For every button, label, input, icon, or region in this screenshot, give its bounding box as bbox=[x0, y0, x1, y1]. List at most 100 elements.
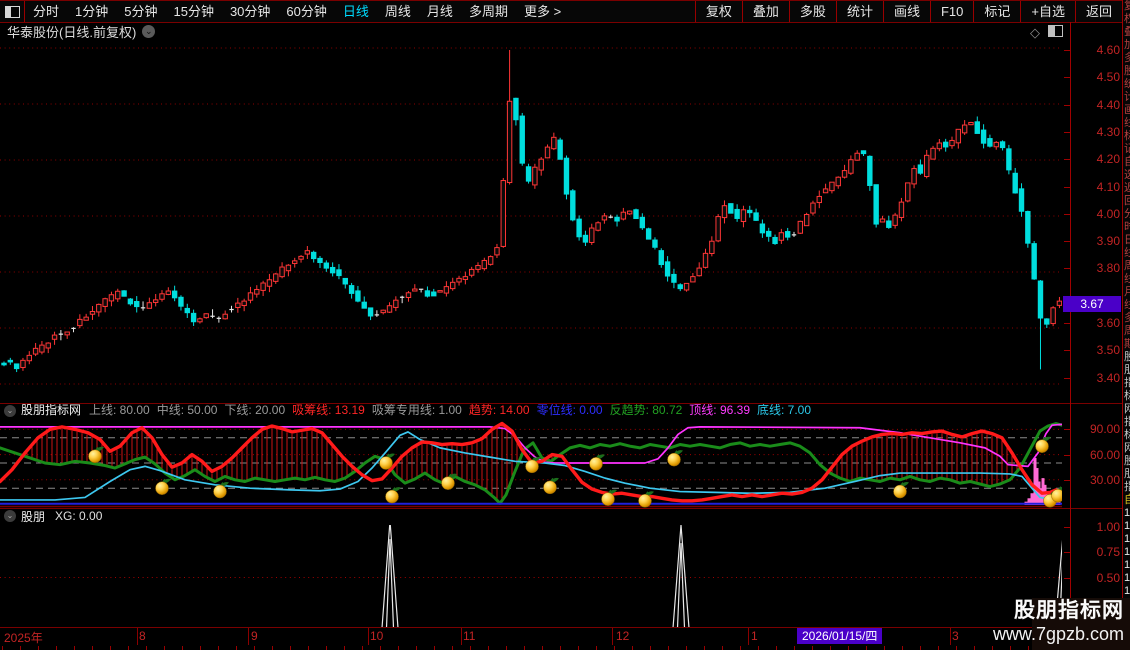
split-view-icon[interactable] bbox=[1048, 24, 1063, 42]
minor-tick bbox=[38, 646, 39, 650]
clipped-glyph: 权 bbox=[1124, 13, 1130, 26]
month-boundary bbox=[748, 628, 749, 645]
toolbar-item-标记[interactable]: 标记 bbox=[973, 1, 1020, 22]
toolbar-item-日线[interactable]: 日线 bbox=[342, 4, 369, 19]
clipped-glyph: 计 bbox=[1124, 91, 1130, 104]
clipped-glyph: 1 bbox=[1124, 520, 1130, 532]
minor-tick bbox=[884, 646, 885, 650]
axis-tick bbox=[1064, 241, 1070, 243]
chevron-down-icon[interactable]: ⌄ bbox=[142, 24, 156, 38]
collapse-icon[interactable]: ⌄ bbox=[4, 510, 16, 522]
clipped-glyph: 朋 bbox=[1124, 468, 1130, 481]
indicator-name[interactable]: 股朋指标网 bbox=[21, 404, 82, 417]
month-boundary bbox=[950, 628, 951, 645]
minor-tick bbox=[758, 646, 759, 650]
indicator-axis-label: 30.00 bbox=[1089, 472, 1120, 487]
clipped-glyph: 自 bbox=[1124, 494, 1130, 507]
toolbar-item-15分钟[interactable]: 15分钟 bbox=[173, 4, 214, 19]
price-axis-label: 4.00 bbox=[1096, 206, 1120, 221]
xg-signal-chart[interactable] bbox=[0, 525, 1062, 627]
crosshair-date-badge: 2026/01/15/四 bbox=[797, 628, 883, 644]
toolbar-item-5分钟[interactable]: 5分钟 bbox=[124, 4, 158, 19]
month-boundary bbox=[248, 628, 249, 645]
toolbar-item-F10[interactable]: F10 bbox=[929, 1, 973, 22]
minor-tick bbox=[848, 646, 849, 650]
toolbar-item-分时[interactable]: 分时 bbox=[33, 4, 60, 19]
minor-tick bbox=[20, 646, 21, 650]
toolbar-item-画线[interactable]: 画线 bbox=[882, 1, 930, 22]
xg-panel-name[interactable]: 股朋 bbox=[21, 509, 46, 524]
minor-tick bbox=[92, 646, 93, 650]
toolbar-item-60分钟[interactable]: 60分钟 bbox=[286, 4, 327, 19]
toolbar-item-周线[interactable]: 周线 bbox=[384, 4, 411, 19]
minor-tick bbox=[470, 646, 471, 650]
indicator-field: 吸筹线: 13.19 bbox=[292, 404, 365, 417]
axis-line bbox=[1070, 22, 1071, 650]
toolbar-item-1分钟[interactable]: 1分钟 bbox=[75, 4, 109, 19]
price-axis-label: 3.80 bbox=[1096, 261, 1120, 276]
clipped-glyph: 线 bbox=[1124, 299, 1130, 312]
minor-tick bbox=[776, 646, 777, 650]
stock-title[interactable]: 华泰股份(日线.前复权) bbox=[7, 24, 137, 40]
tools-menu: 复权 叠加 多股 统计 画线 F10 标记 +自选 返回 bbox=[694, 1, 1122, 22]
collapse-icon[interactable]: ⌄ bbox=[4, 404, 16, 417]
clipped-glyph: 复 bbox=[1124, 0, 1130, 13]
clipped-glyph: 多 bbox=[1124, 52, 1130, 65]
clipped-glyph: 股 bbox=[1124, 455, 1130, 468]
clipped-glyph: 月 bbox=[1124, 286, 1130, 299]
watermark: 股朋指标网 www.7gpzb.com bbox=[985, 598, 1130, 650]
date-axis-label: 1 bbox=[751, 629, 758, 643]
clipped-glyph: 周 bbox=[1124, 260, 1130, 273]
month-boundary bbox=[137, 628, 138, 645]
toolbar-item-多股[interactable]: 多股 bbox=[788, 1, 836, 22]
indicator-field: 趋势: 14.00 bbox=[468, 404, 530, 417]
minor-tick bbox=[614, 646, 615, 650]
toolbar-item-30分钟[interactable]: 30分钟 bbox=[229, 4, 271, 19]
minor-tick bbox=[416, 646, 417, 650]
toolbar-item-叠加[interactable]: 叠加 bbox=[741, 1, 789, 22]
axis-tick bbox=[1064, 454, 1070, 456]
toolbar-item-+自选[interactable]: +自选 bbox=[1020, 1, 1075, 22]
clipped-glyph: 画 bbox=[1124, 104, 1130, 117]
clipped-glyph: 期 bbox=[1124, 338, 1130, 351]
toolbar-item-复权[interactable]: 复权 bbox=[694, 1, 742, 22]
clipped-glyph: 1 bbox=[1124, 572, 1130, 584]
clipped-glyph: 1 bbox=[1124, 507, 1130, 519]
indicator-panel-chart[interactable] bbox=[0, 417, 1062, 508]
title-right-icons: ◇ bbox=[1030, 24, 1063, 42]
minor-tick bbox=[380, 646, 381, 650]
indicator-field: 中线: 50.00 bbox=[156, 404, 218, 417]
toolbar-item-统计[interactable]: 统计 bbox=[835, 1, 883, 22]
minor-tick bbox=[236, 646, 237, 650]
date-axis[interactable]: 2025年 8 9 10 11 12 1 2026/01/15/四 3 bbox=[0, 628, 1062, 645]
toolbar-item-更多 >[interactable]: 更多 > bbox=[523, 4, 562, 19]
window-split-icon[interactable] bbox=[0, 1, 25, 22]
xg-axis-label: 0.50 bbox=[1096, 570, 1120, 585]
toolbar-item-多周期[interactable]: 多周期 bbox=[468, 4, 508, 19]
minor-tick bbox=[398, 646, 399, 650]
minor-tick bbox=[488, 646, 489, 650]
minor-tick bbox=[2, 646, 3, 650]
clipped-glyph: 朋 bbox=[1124, 364, 1130, 377]
price-axis-label: 4.30 bbox=[1096, 124, 1120, 139]
date-axis-label: 12 bbox=[616, 629, 630, 643]
minor-tick bbox=[146, 646, 147, 650]
minor-tick bbox=[632, 646, 633, 650]
main-candlestick-chart[interactable] bbox=[0, 40, 1062, 403]
diamond-icon[interactable]: ◇ bbox=[1030, 25, 1040, 40]
clipped-glyph: 1 bbox=[1124, 533, 1130, 545]
price-axis-label: 4.10 bbox=[1096, 179, 1120, 194]
date-axis-label: 8 bbox=[139, 629, 146, 643]
axis-tick bbox=[1064, 527, 1070, 528]
axis-tick bbox=[1064, 131, 1070, 133]
clipped-glyph: 回 bbox=[1124, 195, 1130, 208]
indicator-axis-label: 90.00 bbox=[1089, 422, 1120, 437]
clipped-glyph: 日 bbox=[1124, 234, 1130, 247]
toolbar-item-月线[interactable]: 月线 bbox=[426, 4, 453, 19]
minor-tick bbox=[308, 646, 309, 650]
axis-tick bbox=[1064, 323, 1070, 324]
clipped-glyph: 1 bbox=[1124, 585, 1130, 597]
clipped-glyph: 指 bbox=[1124, 416, 1130, 429]
indicator-field: 零位线: 0.00 bbox=[536, 404, 603, 417]
toolbar-item-返回[interactable]: 返回 bbox=[1074, 1, 1122, 22]
